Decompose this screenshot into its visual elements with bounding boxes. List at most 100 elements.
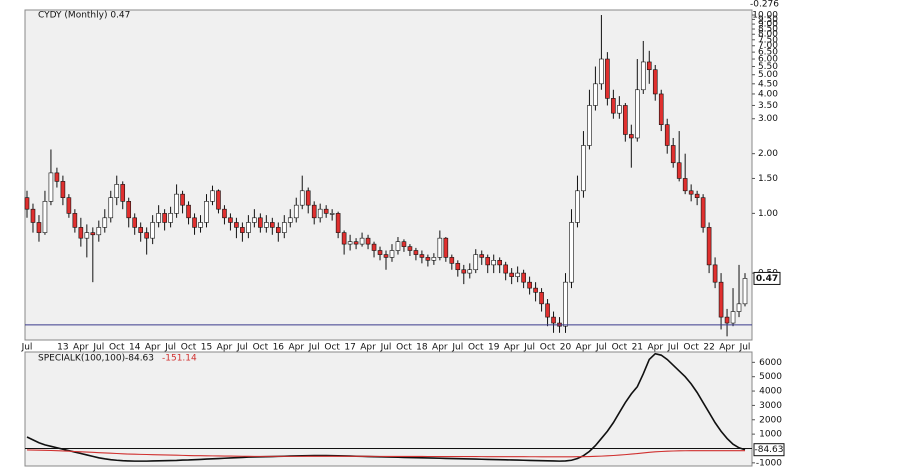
candle-body — [694, 193, 700, 198]
x-tick-label: Jul — [92, 343, 104, 353]
candle-body — [66, 197, 72, 214]
last-value-label: 0.47 — [756, 274, 778, 284]
y-tick-label: 6000 — [759, 358, 782, 368]
candle-body — [617, 105, 622, 114]
candle-body — [389, 250, 395, 258]
candle-body — [287, 217, 293, 223]
price-panel — [24, 9, 753, 341]
candle-body — [682, 178, 688, 192]
x-tick-label: 18 — [416, 343, 428, 353]
x-tick-label: 17 — [344, 343, 355, 353]
y-tick-label: 4000 — [759, 387, 782, 397]
x-tick-label: 20 — [560, 343, 572, 353]
x-tick-label: Apr — [432, 343, 448, 353]
x-tick-label: Apr — [73, 343, 89, 353]
x-tick-label: Oct — [468, 343, 484, 353]
candle-body — [48, 172, 54, 202]
candle-body — [275, 227, 281, 233]
candle-body — [664, 124, 670, 146]
candle-body — [150, 222, 155, 239]
candle-body — [515, 272, 520, 277]
y-tick-label: 10.00 — [752, 11, 778, 21]
candle-body — [24, 197, 30, 210]
x-tick-label: Apr — [288, 343, 304, 353]
candle-body — [281, 222, 287, 233]
candle-body — [365, 237, 371, 245]
candle-body — [527, 281, 532, 289]
candle-body — [54, 172, 60, 182]
x-tick-label: Oct — [181, 343, 197, 353]
candle-body — [252, 217, 257, 223]
candle-body — [545, 303, 550, 318]
y-tick-label: 6.50 — [758, 48, 778, 58]
candle-body — [234, 222, 239, 228]
candle-body — [72, 213, 78, 228]
y-tick-label: 8.50 — [758, 25, 778, 35]
x-tick-label: 21 — [632, 343, 643, 353]
candle-body — [377, 250, 383, 255]
candle-body — [724, 316, 730, 324]
y-tick-label: 7.00 — [758, 41, 778, 51]
candle-body — [676, 162, 682, 179]
x-tick-label: 15 — [201, 343, 212, 353]
candle-body — [222, 208, 227, 219]
x-tick-label: 19 — [488, 343, 500, 353]
candle-body — [264, 222, 269, 228]
candle-body — [311, 204, 317, 219]
candle-body — [335, 213, 341, 233]
candle-body — [192, 217, 197, 228]
x-tick-label: Oct — [109, 343, 125, 353]
candle-body — [569, 222, 574, 283]
candle-body — [587, 105, 592, 146]
top-fragment: -0.276 — [750, 0, 779, 10]
candle-body — [90, 232, 96, 236]
indicator-panel — [24, 351, 753, 467]
candle-body — [658, 93, 664, 125]
candle-body — [293, 204, 299, 219]
y-tick-label: 4.50 — [758, 79, 778, 89]
candle-body — [138, 227, 143, 233]
signal-value: -151.14 — [162, 354, 197, 364]
candle-body — [575, 190, 580, 223]
y-tick-label: 2.00 — [758, 149, 778, 159]
candle-body — [449, 257, 455, 264]
candle-body — [132, 217, 137, 228]
y-tick-label: 3000 — [759, 401, 782, 411]
x-tick-label: Apr — [576, 343, 592, 353]
x-tick-label: Jul — [308, 343, 320, 353]
candle-body — [102, 217, 108, 228]
candle-body — [204, 201, 209, 223]
y-tick-label: 3.00 — [758, 114, 778, 124]
x-tick-label: Jul — [667, 343, 679, 353]
candle-body — [623, 105, 628, 135]
candle-body — [599, 58, 604, 85]
candle-body — [36, 222, 42, 233]
candle-body — [640, 61, 646, 91]
y-tick-label: 6.00 — [758, 55, 778, 65]
y-tick-label: 7.50 — [758, 35, 778, 45]
candle-body — [305, 190, 311, 206]
candle-body — [652, 69, 658, 95]
candle-body — [299, 190, 305, 206]
x-tick-label: Jul — [739, 343, 751, 353]
candle-body — [718, 281, 724, 318]
y-tick-label: 4.00 — [758, 89, 778, 99]
candle-body — [467, 269, 473, 274]
candle-body — [42, 201, 48, 233]
candle-body — [174, 193, 179, 214]
candle-body — [688, 190, 694, 195]
candle-body — [323, 208, 329, 214]
x-tick-label: Oct — [396, 343, 412, 353]
candle-body — [120, 184, 126, 202]
candle-body — [228, 217, 233, 223]
candle-body — [168, 213, 173, 223]
y-tick-label: 2000 — [759, 415, 782, 425]
candle-body — [30, 208, 36, 223]
candle-body — [359, 237, 365, 245]
candle-body — [712, 264, 718, 283]
x-tick-label: Apr — [360, 343, 376, 353]
x-tick-label: Jul — [595, 343, 607, 353]
candle-body — [670, 145, 676, 164]
candle-body — [413, 250, 419, 255]
candle-body — [443, 237, 449, 258]
